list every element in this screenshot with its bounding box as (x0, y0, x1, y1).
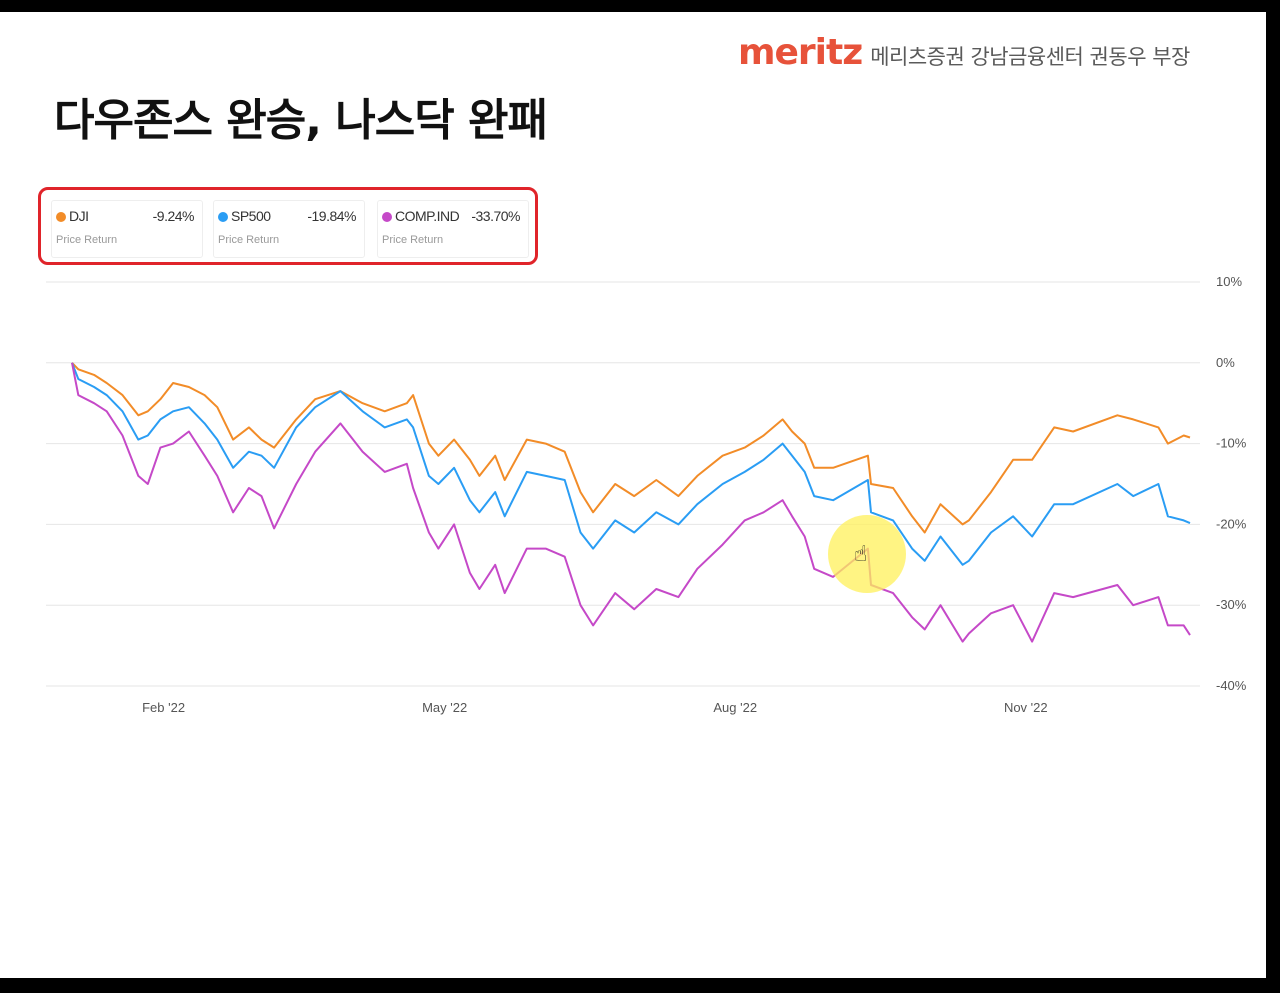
x-axis-ticks: Feb '22 May '22 Aug '22 Nov '22 (142, 700, 1048, 715)
x-tick-label: Nov '22 (1004, 700, 1048, 715)
grid-lines (46, 281, 1200, 687)
y-tick-label: -10% (1216, 436, 1247, 451)
legend-box: DJI -9.24% Price Return SP500 -19.84% Pr… (38, 187, 538, 265)
y-tick-label: -40% (1216, 678, 1247, 693)
x-tick-label: May '22 (422, 700, 467, 715)
dji-dot-icon (56, 212, 66, 222)
legend-subtitle: Price Return (56, 234, 118, 246)
legend-value: -9.24% (152, 208, 195, 224)
y-tick-label: 10% (1216, 274, 1242, 289)
slide-title: 다우존스 완승, 나스닥 완패 (54, 95, 548, 146)
slide: meritz 메리츠증권 강남금융센터 권동우 부장 다우존스 완승, 나스닥 … (0, 12, 1266, 978)
legend-value: -19.84% (307, 208, 356, 224)
cursor-highlight (828, 515, 906, 593)
y-tick-label: -20% (1216, 516, 1247, 531)
x-tick-label: Aug '22 (713, 700, 757, 715)
comp-ind-dot-icon (382, 212, 392, 222)
meritz-logo: meritz (738, 32, 863, 73)
y-axis-ticks: 10% 0% -10% -20% -30% -40% (1216, 274, 1247, 693)
series-line-comp-ind (71, 362, 1191, 643)
legend-value: -33.70% (471, 208, 520, 224)
series-lines (71, 362, 1191, 643)
legend-card-sp500[interactable]: SP500 -19.84% Price Return (213, 200, 365, 258)
hand-cursor-icon: ☝ (854, 542, 868, 567)
legend-card-comp-ind[interactable]: COMP.IND -33.70% Price Return (377, 200, 529, 258)
line-chart[interactable]: 10% 0% -10% -20% -30% -40% Feb '22 May '22 Aug … (0, 12, 1266, 978)
legend-symbol: COMP.IND (395, 208, 460, 224)
legend-symbol: DJI (69, 208, 89, 224)
legend-card-dji[interactable]: DJI -9.24% Price Return (51, 200, 203, 258)
legend-subtitle: Price Return (382, 234, 444, 246)
legend-subtitle: Price Return (218, 234, 280, 246)
brand-header: meritz 메리츠증권 강남금융센터 권동우 부장 (738, 32, 1190, 73)
series-line-sp500 (71, 362, 1191, 566)
y-tick-label: 0% (1216, 355, 1235, 370)
legend-symbol: SP500 (231, 208, 271, 224)
sp500-dot-icon (218, 212, 228, 222)
x-tick-label: Feb '22 (142, 700, 185, 715)
y-tick-label: -30% (1216, 597, 1247, 612)
brand-subtitle: 메리츠증권 강남금융센터 권동우 부장 (870, 45, 1190, 69)
series-line-dji (71, 362, 1191, 534)
